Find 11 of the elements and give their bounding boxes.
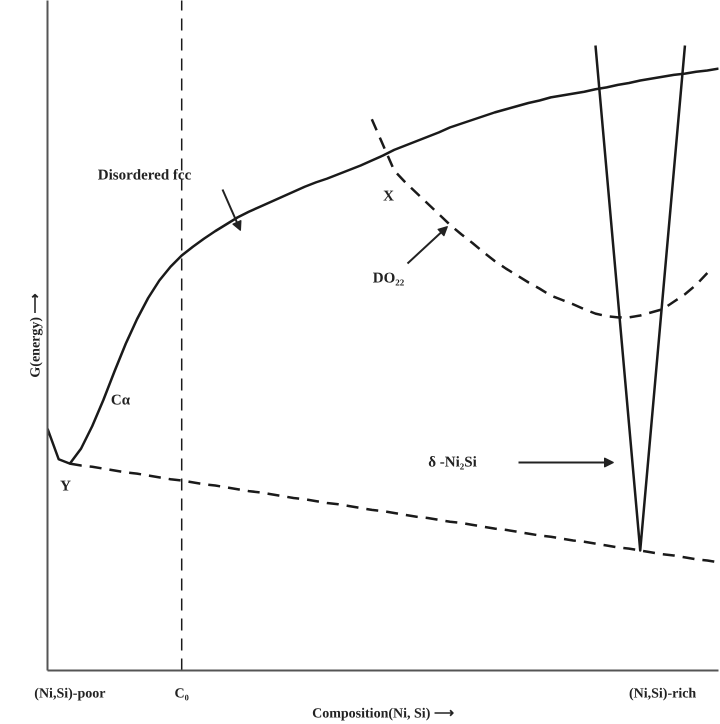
- x-tick-label: (Ni,Si)-poor: [34, 686, 106, 702]
- y-axis-title: G(energy) ⟶: [28, 293, 44, 378]
- x-tick-label: C₀: [174, 686, 189, 702]
- annotation: δ -Ni₂Si: [428, 454, 477, 470]
- annotation: Cα: [110, 392, 131, 408]
- annotation: X: [383, 188, 394, 204]
- annotation: Disordered fcc: [98, 168, 192, 184]
- x-tick-label: (Ni,Si)-rich: [628, 686, 696, 702]
- annotation: Y: [60, 478, 72, 494]
- x-axis-title: Composition(Ni, Si) ⟶: [312, 706, 454, 722]
- annotation: DO₂₂: [372, 270, 405, 286]
